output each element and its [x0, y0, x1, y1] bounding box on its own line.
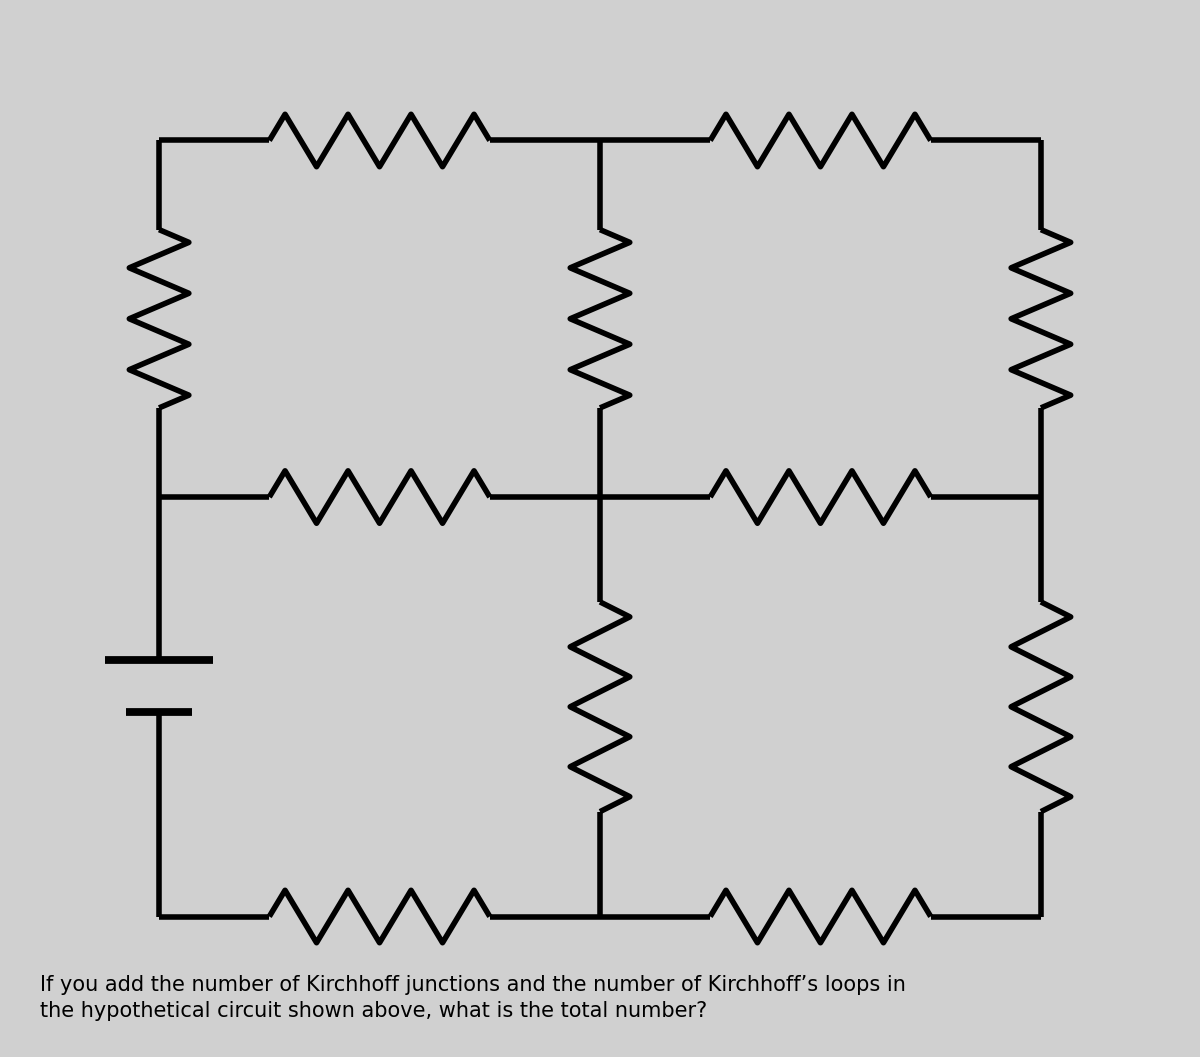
Text: If you add the number of Kirchhoff junctions and the number of Kirchhoff’s loops: If you add the number of Kirchhoff junct… — [40, 975, 906, 1021]
